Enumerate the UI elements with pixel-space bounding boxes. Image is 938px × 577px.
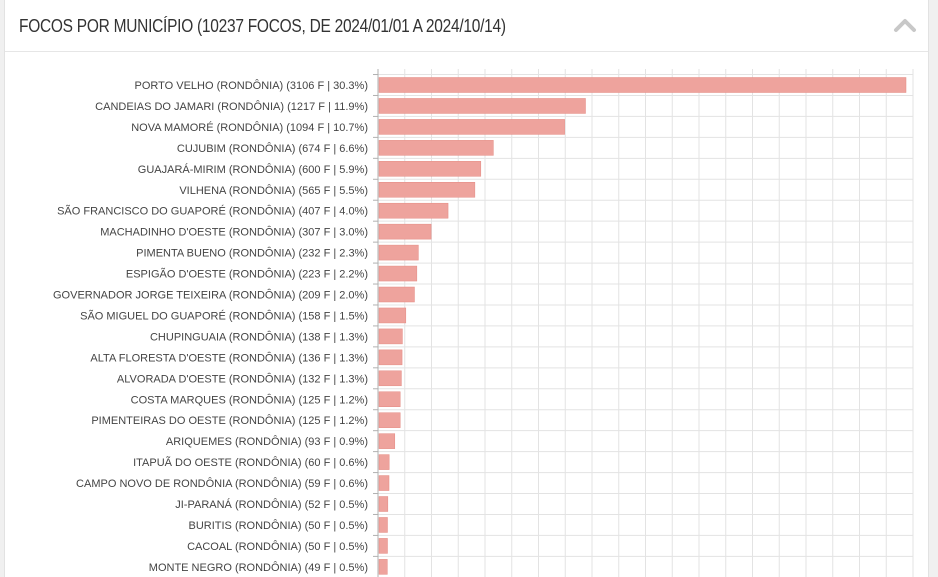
category-labels: PORTO VELHO (RONDÔNIA) (3106 F | 30.3%) C… bbox=[53, 79, 368, 574]
category-label: CANDEIAS DO JAMARI (RONDÔNIA) (1217 F | … bbox=[95, 100, 368, 113]
collapse-button[interactable] bbox=[892, 14, 918, 36]
category-label: JI-PARANÁ (RONDÔNIA) (52 F | 0.5%) bbox=[175, 498, 368, 511]
panel-title: FOCOS POR MUNICÍPIO (10237 FOCOS, DE 202… bbox=[19, 16, 506, 36]
bar[interactable] bbox=[378, 391, 401, 407]
bar[interactable] bbox=[378, 454, 390, 470]
category-label: MONTE NEGRO (RONDÔNIA) (49 F | 0.5%) bbox=[149, 561, 368, 574]
category-label: SÃO MIGUEL DO GUAPORÉ (RONDÔNIA) (158 F … bbox=[80, 309, 368, 322]
category-label: COSTA MARQUES (RONDÔNIA) (125 F | 1.2%) bbox=[131, 393, 368, 406]
bar[interactable] bbox=[378, 140, 494, 156]
category-label: ALTA FLORESTA D'OESTE (RONDÔNIA) (136 F … bbox=[90, 351, 368, 364]
bar[interactable] bbox=[378, 433, 396, 449]
chart-area: PORTO VELHO (RONDÔNIA) (3106 F | 30.3%) C… bbox=[5, 52, 928, 577]
bar[interactable] bbox=[378, 223, 432, 240]
category-label: PIMENTA BUENO (RONDÔNIA) (232 F | 2.3%) bbox=[136, 247, 368, 260]
category-label: GUAJARÁ-MIRIM (RONDÔNIA) (600 F | 5.9%) bbox=[138, 163, 368, 176]
grid-lines bbox=[378, 69, 914, 577]
category-label: VILHENA (RONDÔNIA) (565 F | 5.5%) bbox=[179, 184, 368, 197]
bar[interactable] bbox=[378, 517, 388, 533]
bar[interactable] bbox=[378, 119, 565, 135]
category-label: ALVORADA D'OESTE (RONDÔNIA) (132 F | 1.3… bbox=[117, 372, 368, 385]
bar[interactable] bbox=[378, 286, 415, 303]
bar[interactable] bbox=[378, 202, 449, 219]
bar[interactable] bbox=[378, 182, 476, 198]
category-label: SÃO FRANCISCO DO GUAPORÉ (RONDÔNIA) (407… bbox=[57, 205, 368, 218]
bar[interactable] bbox=[378, 77, 907, 93]
category-label: CUJUBIM (RONDÔNIA) (674 F | 6.6%) bbox=[177, 142, 368, 155]
bars bbox=[378, 77, 907, 575]
category-label: MACHADINHO D'OESTE (RONDÔNIA) (307 F | 3… bbox=[100, 226, 368, 239]
category-label: ITAPUÃ DO OESTE (RONDÔNIA) (60 F | 0.6%) bbox=[133, 456, 368, 469]
bar[interactable] bbox=[378, 307, 407, 324]
bar[interactable] bbox=[378, 265, 418, 282]
bar[interactable] bbox=[378, 349, 403, 366]
bar[interactable] bbox=[378, 370, 402, 387]
bar[interactable] bbox=[378, 496, 389, 512]
category-label: ESPIGÃO D'OESTE (RONDÔNIA) (223 F | 2.2%… bbox=[126, 268, 368, 281]
category-label: ARIQUEMES (RONDÔNIA) (93 F | 0.9%) bbox=[166, 435, 368, 448]
bar-chart: PORTO VELHO (RONDÔNIA) (3106 F | 30.3%) C… bbox=[53, 69, 914, 577]
category-label: PIMENTEIRAS DO OESTE (RONDÔNIA) (125 F |… bbox=[91, 414, 368, 427]
chart-panel: FOCOS POR MUNICÍPIO (10237 FOCOS, DE 202… bbox=[4, 0, 929, 577]
panel-header: FOCOS POR MUNICÍPIO (10237 FOCOS, DE 202… bbox=[5, 0, 928, 52]
bar[interactable] bbox=[378, 412, 401, 428]
bar[interactable] bbox=[378, 244, 419, 261]
category-label: CAMPO NOVO DE RONDÔNIA (RONDÔNIA) (59 F … bbox=[76, 477, 368, 490]
bar[interactable] bbox=[378, 161, 482, 177]
category-label: PORTO VELHO (RONDÔNIA) (3106 F | 30.3%) bbox=[134, 79, 368, 92]
axis bbox=[373, 69, 379, 577]
category-label: BURITIS (RONDÔNIA) (50 F | 0.5%) bbox=[189, 519, 369, 532]
bar[interactable] bbox=[378, 328, 403, 345]
chevron-up-icon bbox=[894, 19, 916, 32]
bar[interactable] bbox=[378, 538, 388, 554]
category-label: GOVERNADOR JORGE TEIXEIRA (RONDÔNIA) (20… bbox=[53, 289, 368, 302]
bar[interactable] bbox=[378, 475, 390, 491]
category-label: CACOAL (RONDÔNIA) (50 F | 0.5%) bbox=[187, 540, 368, 553]
bar[interactable] bbox=[378, 98, 586, 114]
bar[interactable] bbox=[378, 559, 388, 575]
category-label: CHUPINGUAIA (RONDÔNIA) (138 F | 1.3%) bbox=[150, 330, 368, 343]
category-label: NOVA MAMORÉ (RONDÔNIA) (1094 F | 10.7%) bbox=[131, 121, 368, 134]
